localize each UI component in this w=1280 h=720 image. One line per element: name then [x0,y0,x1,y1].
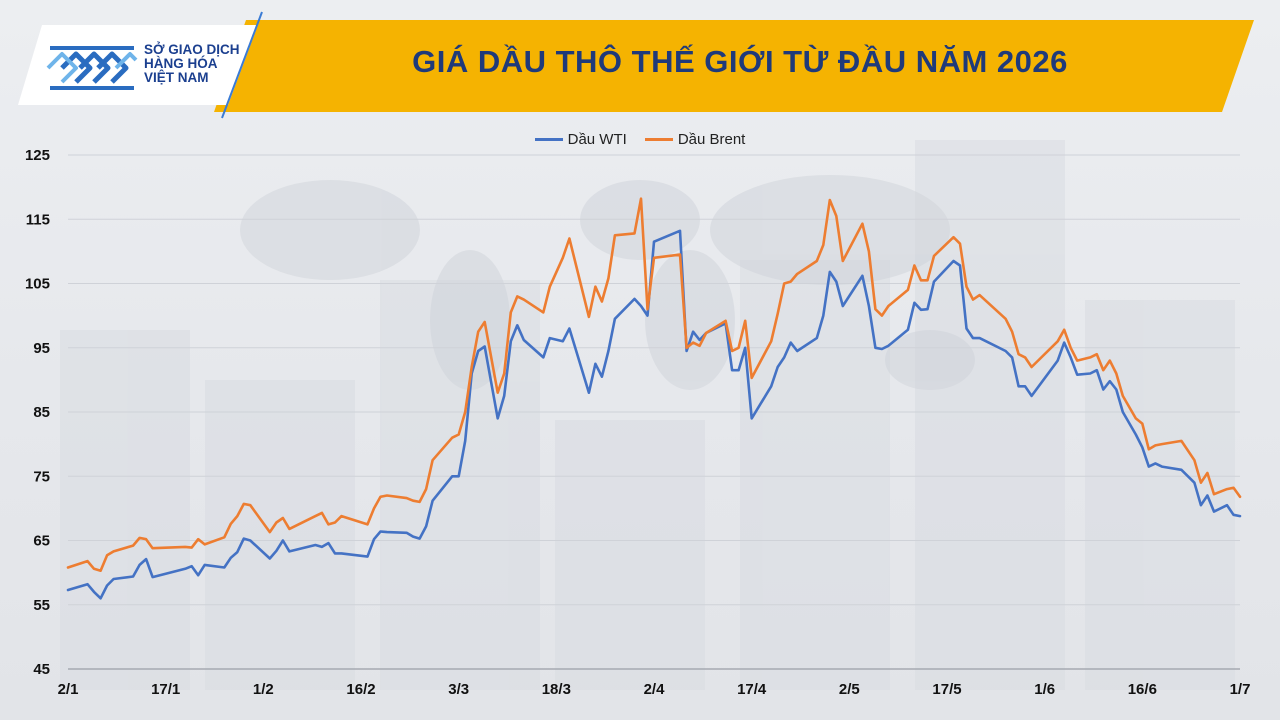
legend-swatch-brent [644,138,673,141]
x-tick-label: 2/5 [839,681,860,698]
x-axis: 2/1 17/1 1/2 16/2 3/3 18/3 2/4 17/4 2/5 17/5 1/6 16… [58,681,1251,698]
legend-item-wti: Dầu WTI [534,131,627,148]
x-tick-label: 16/6 [1128,681,1157,698]
x-tick-label: 16/2 [346,681,375,698]
x-tick-label: 17/4 [737,681,767,698]
y-tick-label: 125 [25,147,50,164]
y-tick-label: 85 [33,404,50,421]
y-tick-label: 95 [33,340,50,357]
org-name: SỞ GIAO DỊCH HÀNG HÓA VIỆT NAM [144,43,254,85]
x-tick-label: 17/1 [151,681,180,698]
x-tick-label: 18/3 [542,681,571,698]
series-line-wti [66,229,1242,600]
x-tick-label: 1/2 [253,681,274,698]
y-tick-label: 55 [33,597,50,614]
x-tick-label: 2/4 [644,681,666,698]
legend-item-brent: Dầu Brent [644,131,746,148]
legend-swatch-wti [534,138,563,141]
x-tick-label: 1/6 [1034,681,1055,698]
org-name-line-1: SỞ GIAO DỊCH [144,42,240,57]
y-tick-label: 65 [33,533,50,550]
x-tick-label: 1/7 [1230,681,1251,698]
series-brent [66,197,1242,573]
legend-label-wti: Dầu WTI [567,131,627,148]
chart-title: GIÁ DẦU THÔ THẾ GIỚI TỪ ĐẦU NĂM 2026 [412,44,1068,79]
chart-legend: Dầu WTI Dầu Brent [0,131,1280,148]
series-layer [66,197,1242,600]
header-banner [18,11,1254,119]
x-tick-label: 3/3 [448,681,469,698]
y-tick-label: 45 [33,661,50,678]
org-name-line-2: HÀNG HÓA [144,56,218,71]
banner-white-card [18,25,258,105]
series-line-brent [66,197,1242,573]
org-name-line-3: VIỆT NAM [144,70,209,85]
mxv-logo-icon [46,46,138,90]
legend-label-brent: Dầu Brent [677,131,746,148]
y-tick-label: 105 [25,276,50,293]
y-tick-label: 75 [33,468,50,485]
series-wti [66,229,1242,600]
y-axis: 45 55 65 75 85 95 105 115 125 [25,147,50,678]
banner-yellow-band [214,20,1254,112]
x-tick-label: 2/1 [58,681,79,698]
x-tick-label: 17/5 [932,681,961,698]
grid-layer [68,154,1240,670]
y-tick-label: 115 [26,211,50,228]
